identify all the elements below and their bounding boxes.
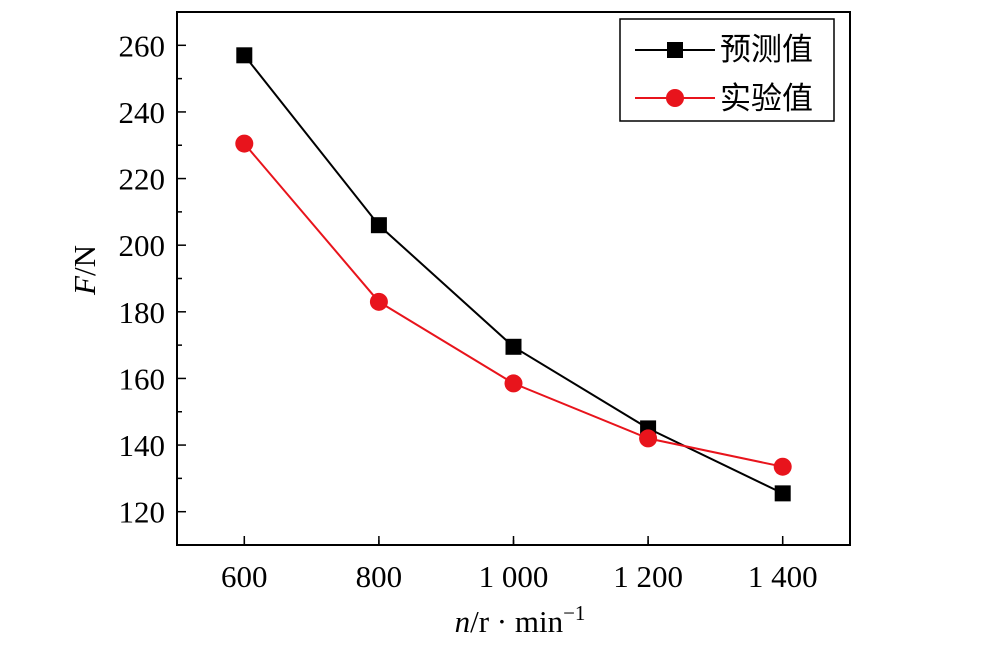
y-axis-title: F/N	[67, 245, 102, 296]
legend-label-experimental: 实验值	[720, 81, 813, 116]
x-axis-title-symbol: n	[455, 604, 471, 639]
y-tick-label: 220	[119, 162, 166, 197]
point-experimental	[504, 374, 523, 393]
plot-frame	[176, 11, 851, 546]
x-tick-label: 600	[221, 559, 268, 594]
y-tick-label: 160	[119, 361, 166, 396]
y-tick-label: 260	[119, 28, 166, 63]
x-tick-label: 1 200	[613, 559, 683, 594]
legend-label-predicted: 预测值	[720, 32, 813, 67]
tick-labels: 120 140 160 180 200 220 240 260 600 800 1 000 1 200…	[119, 28, 818, 594]
x-axis-title-exponent: −1	[563, 601, 585, 625]
y-tick-label: 200	[119, 228, 166, 263]
y-axis-title-unit: /N	[67, 245, 102, 276]
legend-marker-experimental	[666, 89, 684, 107]
series-layer	[235, 47, 792, 502]
x-tick-label: 800	[356, 559, 403, 594]
y-tick-label: 180	[119, 295, 166, 330]
y-tick-label: 120	[119, 495, 166, 530]
legend-box	[619, 18, 835, 122]
legend: 预测值 实验值	[619, 18, 835, 122]
point-experimental	[773, 457, 792, 476]
major-ticks	[177, 44, 784, 545]
point-predicted	[774, 485, 791, 502]
point-experimental	[235, 134, 254, 153]
point-predicted	[370, 217, 387, 234]
point-experimental	[639, 429, 658, 448]
point-predicted	[236, 47, 253, 64]
legend-marker-predicted	[667, 42, 683, 58]
x-tick-label: 1 400	[748, 559, 818, 594]
point-predicted	[505, 338, 522, 355]
x-axis-title-unit: /r · min	[470, 604, 563, 639]
y-tick-label: 140	[119, 428, 166, 463]
y-axis-title-symbol: F	[67, 275, 102, 296]
y-tick-label: 240	[119, 95, 166, 130]
x-axis-title: n/r · min−1	[455, 601, 586, 639]
x-tick-label: 1 000	[479, 559, 549, 594]
point-experimental	[369, 292, 388, 311]
series-line-1	[243, 142, 783, 468]
